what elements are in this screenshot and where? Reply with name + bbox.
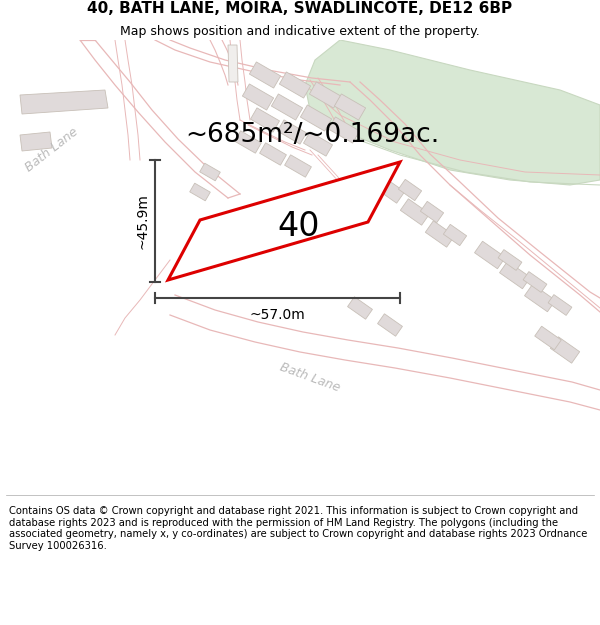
Polygon shape [250,62,281,88]
Polygon shape [535,326,561,350]
Polygon shape [277,120,307,144]
Polygon shape [524,284,556,312]
Polygon shape [200,163,220,181]
Polygon shape [168,162,400,280]
Polygon shape [301,105,332,131]
Polygon shape [425,221,455,248]
Text: 40, BATH LANE, MOIRA, SWADLINCOTE, DE12 6BP: 40, BATH LANE, MOIRA, SWADLINCOTE, DE12 … [88,1,512,16]
Polygon shape [304,132,332,156]
Polygon shape [475,241,505,269]
Polygon shape [550,337,580,363]
Polygon shape [334,94,365,120]
Text: Map shows position and indicative extent of the property.: Map shows position and indicative extent… [120,25,480,38]
Polygon shape [284,155,311,178]
Polygon shape [498,249,522,271]
Polygon shape [328,117,359,143]
Polygon shape [398,179,422,201]
Polygon shape [20,90,108,114]
Polygon shape [242,84,274,110]
Polygon shape [523,272,547,292]
Polygon shape [250,108,280,132]
Polygon shape [20,132,52,151]
Polygon shape [347,297,373,319]
Polygon shape [310,82,341,108]
Polygon shape [235,131,262,153]
Polygon shape [190,183,210,201]
Polygon shape [305,40,600,185]
Text: ~45.9m: ~45.9m [135,193,149,249]
Text: 40: 40 [278,209,320,242]
Text: ~685m²/~0.169ac.: ~685m²/~0.169ac. [185,122,439,148]
Polygon shape [280,72,311,98]
Polygon shape [400,199,430,225]
Text: Contains OS data © Crown copyright and database right 2021. This information is : Contains OS data © Crown copyright and d… [9,506,587,551]
Text: Bath Lane: Bath Lane [23,126,81,174]
Polygon shape [260,142,286,165]
Polygon shape [376,177,404,203]
Polygon shape [500,261,530,289]
Polygon shape [271,94,302,120]
Text: Bath Lane: Bath Lane [278,361,342,395]
Text: ~57.0m: ~57.0m [250,308,305,322]
Polygon shape [377,314,403,336]
Polygon shape [421,201,443,222]
Polygon shape [548,294,572,316]
Polygon shape [443,224,467,246]
Polygon shape [228,45,238,82]
